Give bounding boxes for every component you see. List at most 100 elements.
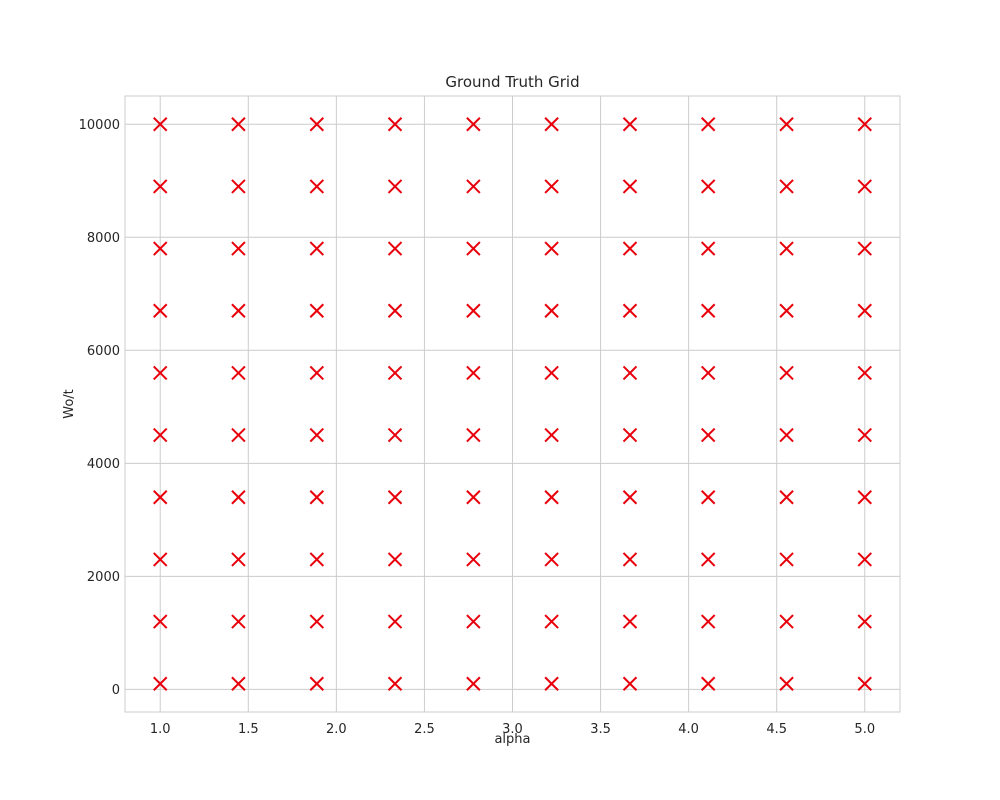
data-point: [779, 614, 794, 629]
data-point: [466, 552, 481, 567]
data-point: [466, 303, 481, 318]
data-point: [231, 552, 246, 567]
data-point: [231, 614, 246, 629]
data-point: [309, 614, 325, 629]
x-tick-label: 2.0: [326, 722, 347, 737]
data-point: [231, 303, 246, 318]
data-point: [153, 490, 168, 505]
data-point: [857, 676, 872, 691]
x-axis-ticks: 1.0 1.5 2.0 2.5 3.0 3.5 4.0 4.5 5.0: [150, 722, 875, 737]
data-point: [544, 427, 559, 443]
data-point: [466, 676, 481, 691]
data-point: [857, 241, 872, 256]
data-point: [309, 676, 325, 691]
data-point: [700, 303, 716, 318]
data-point: [700, 614, 716, 629]
data-point: [466, 427, 481, 443]
grid: [125, 96, 900, 712]
data-point: [622, 303, 638, 318]
data-point: [231, 365, 246, 381]
data-point: [153, 365, 168, 381]
data-point: [387, 490, 403, 505]
data-point: [779, 241, 794, 256]
data-point: [309, 241, 325, 256]
data-point: [700, 365, 716, 381]
data-point: [544, 490, 559, 505]
data-point: [153, 676, 168, 691]
data-point: [231, 427, 246, 443]
data-point: [231, 241, 246, 256]
data-point: [544, 241, 559, 256]
data-point: [857, 490, 872, 505]
data-point: [153, 117, 168, 132]
data-point: [387, 676, 403, 691]
data-point: [153, 552, 168, 567]
data-point: [779, 552, 794, 567]
data-point: [700, 241, 716, 256]
data-point: [153, 427, 168, 443]
plot-area: [124, 95, 901, 713]
data-point: [622, 241, 638, 256]
data-point: [387, 241, 403, 256]
data-point: [466, 490, 481, 505]
y-tick-label: 10000: [79, 118, 120, 133]
data-point: [309, 552, 325, 567]
data-point: [622, 365, 638, 381]
data-point: [544, 117, 559, 132]
y-axis-ticks: 0 2000 4000 6000 8000 10000: [79, 118, 120, 698]
data-point: [231, 117, 246, 132]
data-point: [779, 117, 794, 132]
data-point: [857, 427, 872, 443]
data-point: [231, 676, 246, 691]
data-point: [387, 117, 403, 132]
data-point: [387, 614, 403, 629]
data-point: [544, 303, 559, 318]
data-point: [309, 490, 325, 505]
data-point: [153, 303, 168, 318]
y-tick-label: 4000: [87, 457, 120, 472]
data-point: [700, 179, 716, 194]
data-point: [309, 303, 325, 318]
data-point: [466, 365, 481, 381]
x-tick-label: 4.5: [766, 722, 787, 737]
data-point: [779, 179, 794, 194]
data-point: [622, 179, 638, 194]
data-point: [466, 179, 481, 194]
data-points: [153, 117, 872, 691]
data-point: [622, 490, 638, 505]
x-tick-label: 3.5: [590, 722, 611, 737]
data-point: [387, 179, 403, 194]
data-point: [544, 676, 559, 691]
data-point: [779, 303, 794, 318]
data-point: [387, 303, 403, 318]
data-point: [622, 676, 638, 691]
data-point: [309, 117, 325, 132]
data-point: [700, 676, 716, 691]
data-point: [779, 427, 794, 443]
x-tick-label: 2.5: [414, 722, 435, 737]
data-point: [779, 676, 794, 691]
data-point: [466, 614, 481, 629]
chart-title: Ground Truth Grid: [445, 73, 579, 91]
data-point: [309, 365, 325, 381]
data-point: [700, 490, 716, 505]
data-point: [857, 614, 872, 629]
data-point: [309, 427, 325, 443]
data-point: [153, 179, 168, 194]
data-point: [779, 365, 794, 381]
data-point: [857, 303, 872, 318]
data-point: [700, 117, 716, 132]
y-tick-label: 6000: [87, 344, 120, 359]
data-point: [544, 365, 559, 381]
data-point: [700, 552, 716, 567]
x-tick-label: 1.0: [150, 722, 171, 737]
y-tick-label: 0: [112, 683, 120, 698]
data-point: [779, 490, 794, 505]
x-tick-label: 1.5: [238, 722, 259, 737]
x-tick-label: 4.0: [678, 722, 699, 737]
x-axis-title: alpha: [494, 732, 530, 747]
data-point: [857, 552, 872, 567]
data-point: [231, 490, 246, 505]
data-point: [544, 614, 559, 629]
